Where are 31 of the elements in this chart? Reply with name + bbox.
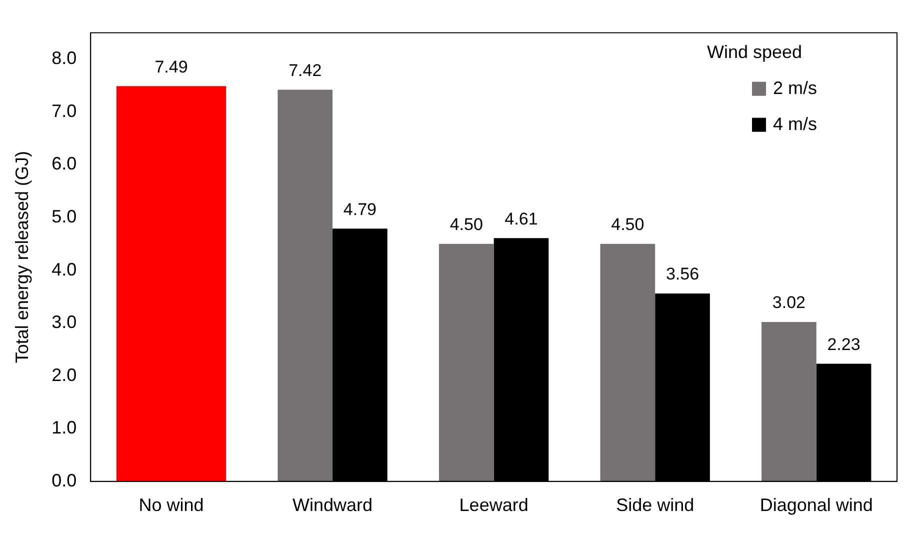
y-tick-label: 5.0 bbox=[52, 206, 77, 226]
bar bbox=[762, 322, 816, 482]
text: 4.79 bbox=[343, 200, 376, 219]
legend-label: 4 m/s bbox=[773, 114, 818, 134]
y-tick-label: 0.0 bbox=[52, 470, 77, 490]
text: 7.49 bbox=[154, 57, 188, 76]
bar bbox=[278, 90, 333, 482]
bar bbox=[438, 244, 494, 482]
y-tick-label: 3.0 bbox=[52, 312, 77, 332]
legend-title: Wind speed bbox=[707, 42, 802, 62]
text: 4.50 bbox=[450, 215, 483, 234]
text: 2.23 bbox=[827, 334, 860, 354]
y-tick-label: 1.0 bbox=[52, 418, 77, 438]
bar bbox=[600, 244, 656, 482]
x-tick-label: Windward bbox=[292, 495, 373, 516]
text: 4.50 bbox=[611, 215, 644, 234]
text: 4.61 bbox=[504, 209, 538, 228]
y-tick-label: 4.0 bbox=[52, 259, 77, 280]
y-axis-title: Total energy released (GJ) bbox=[12, 151, 32, 364]
text: 3.02 bbox=[772, 293, 806, 312]
y-tick-label: 6.0 bbox=[52, 154, 77, 174]
y-tick-label: 8.0 bbox=[52, 48, 77, 68]
x-tick-label: Side wind bbox=[616, 495, 694, 516]
legend-label: 2 m/s bbox=[773, 78, 818, 98]
y-tick-label: 7.0 bbox=[52, 100, 77, 121]
x-tick-label: No wind bbox=[138, 495, 204, 516]
text: 7.42 bbox=[288, 60, 322, 80]
x-tick-label: Diagonal wind bbox=[760, 495, 873, 516]
text: 3.56 bbox=[666, 264, 700, 284]
x-tick-label: Leeward bbox=[459, 495, 528, 516]
y-tick-label: 2.0 bbox=[52, 364, 77, 385]
